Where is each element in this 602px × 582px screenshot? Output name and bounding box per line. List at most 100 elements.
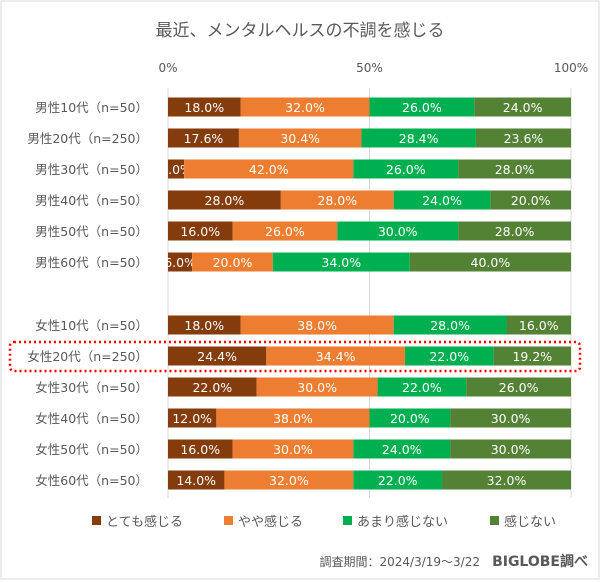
bar-segment	[184, 159, 354, 179]
data-label: 30.0%	[273, 442, 313, 457]
bar-segment	[168, 221, 233, 241]
bar-segment	[168, 252, 193, 272]
bar-segment	[192, 252, 273, 272]
data-label: 18.0%	[184, 318, 224, 333]
bar-segment	[377, 377, 467, 397]
data-label: 24.0%	[503, 100, 543, 115]
data-label: 28.0%	[495, 162, 535, 177]
data-label: 16.0%	[180, 224, 220, 239]
bar-segment	[337, 221, 459, 241]
data-label: 38.0%	[273, 411, 313, 426]
data-label: 28.0%	[430, 318, 470, 333]
bar-segment	[353, 439, 451, 459]
survey-period: 調査期間：2024/3/19～3/22	[320, 555, 480, 569]
bar-segment	[450, 408, 571, 428]
bar-segment	[168, 346, 267, 366]
bar-segment	[168, 377, 257, 397]
category-label: 女性60代（n=50）	[35, 473, 148, 488]
legend-swatch	[490, 516, 499, 525]
bar-segment	[409, 252, 571, 272]
category-label: 女性40代（n=50）	[35, 411, 148, 426]
bar-segment	[168, 190, 281, 210]
chart-title: 最近、メンタルヘルスの不調を感じる	[156, 21, 445, 41]
bar-segment	[272, 252, 410, 272]
category-label: 男性50代（n=50）	[35, 224, 148, 239]
category-label: 男性30代（n=50）	[35, 162, 148, 177]
data-label: 22.0%	[378, 473, 418, 488]
bar-segment	[369, 97, 475, 117]
data-label: 38.0%	[297, 318, 337, 333]
bar-segment	[238, 128, 362, 148]
legend-label: あまり感じない	[357, 514, 448, 530]
data-label: 32.0%	[269, 473, 309, 488]
data-label: 30.0%	[491, 442, 531, 457]
data-label: 28.0%	[317, 193, 357, 208]
category-label: 女性50代（n=50）	[35, 442, 148, 457]
data-label: 30.0%	[378, 224, 418, 239]
data-label: 4.0%	[160, 162, 192, 177]
bar-segment	[393, 190, 491, 210]
category-label: 女性30代（n=50）	[35, 380, 148, 395]
data-label: 32.0%	[487, 473, 527, 488]
bar-segment	[404, 346, 494, 366]
data-label: 16.0%	[519, 318, 559, 333]
bar-segment	[168, 97, 241, 117]
data-label: 22.0%	[429, 349, 469, 364]
data-label: 12.0%	[172, 411, 212, 426]
data-label: 30.0%	[297, 380, 337, 395]
bar-segment	[458, 221, 571, 241]
bar-segment	[466, 377, 571, 397]
data-label: 26.0%	[265, 224, 305, 239]
bar-segment	[458, 159, 571, 179]
data-label: 32.0%	[285, 100, 325, 115]
category-label: 男性40代（n=50）	[35, 193, 148, 208]
bar-segment	[361, 128, 476, 148]
legend-swatch	[343, 516, 352, 525]
bar-segment	[168, 128, 239, 148]
bar-segment	[450, 439, 571, 459]
data-label: 19.2%	[512, 349, 552, 364]
legend-swatch	[92, 516, 101, 525]
source-label: BIGLOBE調べ	[492, 553, 588, 570]
data-label: 28.0%	[205, 193, 245, 208]
data-label: 28.4%	[399, 131, 439, 146]
data-label: 26.0%	[499, 380, 539, 395]
data-label: 14.0%	[176, 473, 216, 488]
bar-segment	[280, 190, 394, 210]
data-label: 18.0%	[184, 100, 224, 115]
bar-segment	[475, 128, 571, 148]
x-tick-label: 50%	[356, 61, 383, 75]
data-label: 24.0%	[422, 193, 462, 208]
bar-segment	[168, 315, 241, 335]
bar-segment	[369, 408, 451, 428]
data-label: 23.6%	[504, 131, 544, 146]
bar-segment	[256, 377, 378, 397]
bar-segment	[240, 97, 370, 117]
bar-segment	[240, 315, 394, 335]
category-label: 男性60代（n=50）	[35, 255, 148, 270]
category-label: 女性20代（n=250）	[27, 349, 148, 364]
bar-segment	[442, 470, 571, 490]
legend-label: やや感じる	[238, 514, 303, 530]
data-label: 28.0%	[495, 224, 535, 239]
x-tick-label: 100%	[554, 61, 588, 75]
data-label: 40.0%	[471, 255, 511, 270]
legend-label: とても感じる	[106, 514, 183, 530]
data-label: 34.4%	[316, 349, 356, 364]
data-label: 26.0%	[386, 162, 426, 177]
x-tick-label: 0%	[158, 61, 177, 75]
data-label: 30.4%	[280, 131, 320, 146]
highlight-box	[8, 340, 582, 373]
bar-segment	[232, 221, 338, 241]
bar-segment	[168, 408, 217, 428]
category-label: 男性20代（n=250）	[27, 131, 148, 146]
data-label: 20.0%	[213, 255, 253, 270]
data-label: 20.0%	[511, 193, 551, 208]
category-label: 男性10代（n=50）	[35, 100, 148, 115]
data-label: 22.0%	[192, 380, 232, 395]
data-label: 42.0%	[249, 162, 289, 177]
legend-label: 感じない	[504, 514, 556, 530]
data-label: 34.0%	[321, 255, 361, 270]
